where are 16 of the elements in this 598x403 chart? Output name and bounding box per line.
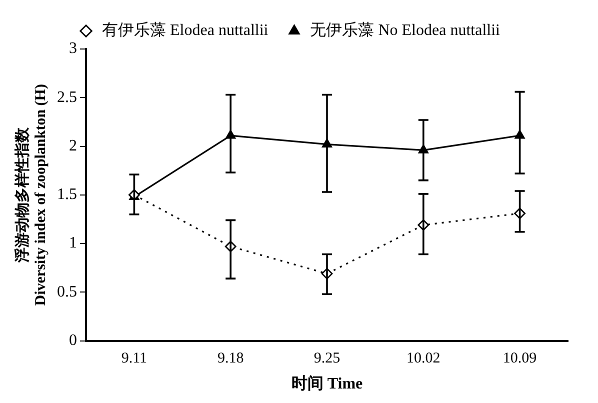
y-tick-label: 1.5 [57,186,77,204]
x-tick-label: 9.25 [314,350,340,367]
y-tick-label: 1 [69,234,77,252]
y-tick-label: 2.5 [57,88,77,106]
x-tick-label: 9.18 [217,350,244,367]
legend-label: 有伊乐藻 Elodea nuttallii [102,21,269,40]
y-axis-title: 浮游动物多样性指数 Diversity index of zooplankton (H) [14,84,49,306]
y-tick-label: 0 [69,332,77,350]
x-tick-label: 9.11 [121,350,148,367]
y-tick-label: 0.5 [57,283,77,300]
x-axis-title: 时间 Time [291,374,363,393]
y-tick-label: 2 [69,137,77,154]
y-tick-label: 3 [69,40,77,58]
legend-label: 无伊乐藻 No Elodea nuttallii [310,21,501,40]
x-tick-label: 10.02 [406,350,440,367]
x-tick-label: 10.09 [502,350,537,367]
